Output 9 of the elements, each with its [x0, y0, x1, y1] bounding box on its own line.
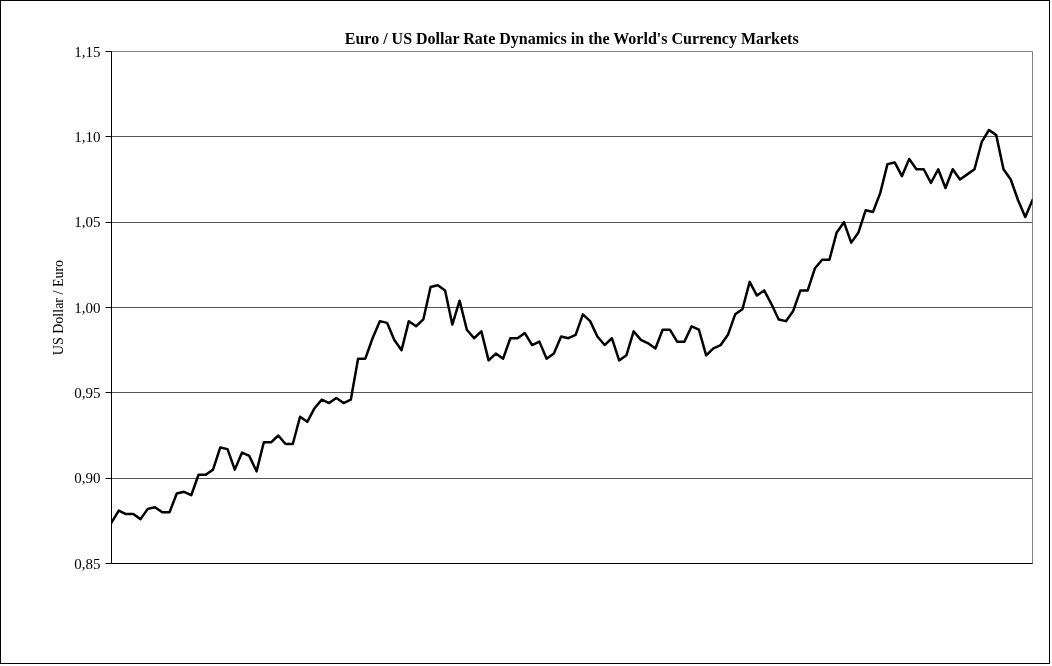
y-tick-label: 0,95 — [74, 384, 101, 401]
y-axis-title: US Dollar / Euro — [51, 259, 67, 356]
y-tick-label: 1,05 — [74, 214, 101, 231]
y-tick-label: 0,85 — [74, 555, 101, 572]
y-tick-label: 1,00 — [74, 299, 101, 316]
y-tick-label: 0,90 — [74, 470, 101, 487]
y-tick-label: 1,10 — [74, 128, 101, 145]
chart-title: Euro / US Dollar Rate Dynamics in the World's Currency Markets — [344, 29, 799, 48]
y-tick-label: 1,15 — [74, 43, 101, 60]
